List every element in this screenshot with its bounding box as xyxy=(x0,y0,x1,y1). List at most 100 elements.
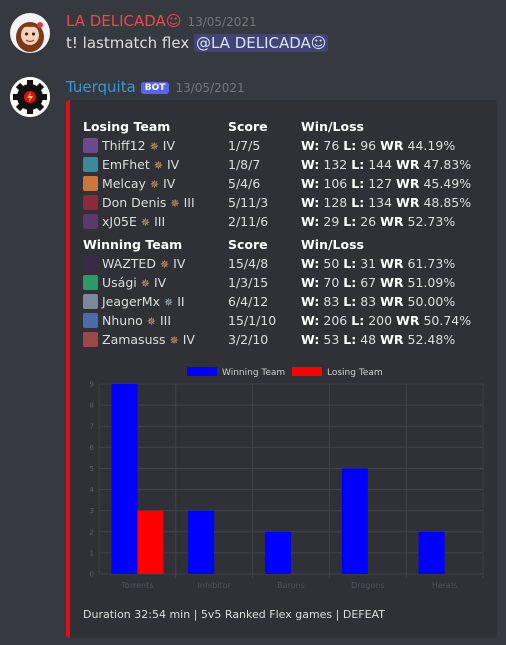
bar-winning-team[interactable] xyxy=(111,384,138,574)
losses-value: 127 xyxy=(368,176,393,191)
winrate-label: WR xyxy=(380,294,404,309)
rank-division: IV xyxy=(167,157,180,172)
champion-icon xyxy=(83,195,98,210)
losses-value: 144 xyxy=(368,157,393,172)
losses-value: 67 xyxy=(360,275,377,290)
wins-label: W: xyxy=(301,294,320,309)
x-tick-label: Barons xyxy=(277,581,305,590)
kda-score: 3/2/10 xyxy=(228,332,269,347)
wins-value: 206 xyxy=(323,313,348,328)
bar-winning-team[interactable] xyxy=(265,531,291,574)
message-header: Tuerquita BOT 13/05/2021 xyxy=(66,78,245,96)
losses-label: L: xyxy=(343,138,357,153)
winrate-value: 44.19% xyxy=(407,138,456,153)
rank-division: IV xyxy=(182,332,195,347)
champion-icon xyxy=(83,256,98,271)
win-loss-stats: W: 70 L: 67 WR 51.09% xyxy=(301,275,455,290)
legend-swatch[interactable] xyxy=(292,367,322,376)
wins-value: 53 xyxy=(323,332,340,347)
winrate-label: WR xyxy=(396,157,420,172)
losses-label: L: xyxy=(343,332,357,347)
y-tick-label: 5 xyxy=(90,465,94,473)
player-cell: Don Denis ✵ III xyxy=(83,195,195,210)
wins-label: W: xyxy=(301,332,320,347)
user-mention[interactable]: @LA DELICADA☺ xyxy=(193,34,329,52)
rank-emblem-icon: ✵ xyxy=(140,277,150,290)
winloss-header: Win/Loss xyxy=(301,237,364,252)
champion-icon xyxy=(83,275,98,290)
table-header: Losing Team Score Win/Loss xyxy=(83,117,483,136)
user-avatar[interactable] xyxy=(10,13,50,53)
losses-value: 200 xyxy=(368,313,393,328)
bot-badge: BOT xyxy=(140,82,170,94)
winrate-label: WR xyxy=(380,275,404,290)
winrate-label: WR xyxy=(380,138,404,153)
player-row: Don Denis ✵ III 5/11/3 W: 128 L: 134 WR 48.8… xyxy=(83,193,483,212)
winrate-value: 52.48% xyxy=(407,332,456,347)
legend-label[interactable]: Losing Team xyxy=(327,368,383,378)
win-loss-stats: W: 83 L: 83 WR 50.00% xyxy=(301,294,455,309)
losses-label: L: xyxy=(343,214,357,229)
bar-winning-team[interactable] xyxy=(418,531,445,574)
player-name: EmFhet xyxy=(102,157,150,172)
winrate-label: WR xyxy=(396,195,420,210)
losses-value: 31 xyxy=(360,256,377,271)
player-row: Zamasuss ✵ IV 3/2/10 W: 53 L: 48 WR 52.48% xyxy=(83,330,483,349)
losses-value: 26 xyxy=(360,214,377,229)
win-loss-stats: W: 132 L: 144 WR 47.83% xyxy=(301,157,471,172)
score-header: Score xyxy=(228,237,268,252)
win-loss-stats: W: 206 L: 200 WR 50.74% xyxy=(301,313,471,328)
rank-emblem-icon: ✵ xyxy=(146,315,156,328)
winloss-header: Win/Loss xyxy=(301,119,364,134)
legend-swatch[interactable] xyxy=(187,367,217,376)
player-cell: Thiff12 ✵ IV xyxy=(83,138,175,153)
champion-icon xyxy=(83,313,98,328)
champion-icon xyxy=(83,332,98,347)
winrate-label: WR xyxy=(396,313,420,328)
player-name: JeagerMx xyxy=(102,294,160,309)
y-tick-label: 3 xyxy=(90,507,94,515)
wins-value: 29 xyxy=(323,214,340,229)
wins-value: 83 xyxy=(323,294,340,309)
losses-label: L: xyxy=(351,313,365,328)
rank-division: IV xyxy=(173,256,186,271)
match-embed: Losing Team Score Win/Loss Thiff12 ✵ IV 1/7… xyxy=(66,100,497,638)
player-row: JeagerMx ✵ II 6/4/12 W: 83 L: 83 WR 50.00% xyxy=(83,292,483,311)
bar-winning-team[interactable] xyxy=(341,468,368,574)
rank-emblem-icon: ✵ xyxy=(149,178,160,191)
losses-value: 134 xyxy=(368,195,393,210)
winrate-value: 50.74% xyxy=(423,313,472,328)
rank-emblem-icon: ✵ xyxy=(163,296,174,309)
champion-icon xyxy=(83,157,98,172)
champion-icon xyxy=(83,214,98,229)
y-tick-label: 4 xyxy=(90,486,95,494)
wins-value: 132 xyxy=(323,157,348,172)
bar-winning-team[interactable] xyxy=(188,510,215,574)
winrate-value: 52.73% xyxy=(407,214,456,229)
kda-score: 5/4/6 xyxy=(228,176,261,191)
losses-label: L: xyxy=(343,275,357,290)
bot-username[interactable]: Tuerquita xyxy=(66,78,136,96)
x-tick-label: Herals xyxy=(432,581,458,590)
wins-label: W: xyxy=(301,214,320,229)
bot-avatar[interactable] xyxy=(10,77,50,117)
rank-division: III xyxy=(183,195,195,210)
player-row: Melcay ✵ IV 5/4/6 W: 106 L: 127 WR 45.49% xyxy=(83,174,483,193)
losses-label: L: xyxy=(351,157,365,172)
kda-score: 6/4/12 xyxy=(228,294,269,309)
legend-label[interactable]: Winning Team xyxy=(222,368,285,378)
win-loss-stats: W: 76 L: 96 WR 44.19% xyxy=(301,138,455,153)
timestamp: 13/05/2021 xyxy=(187,15,257,29)
wins-value: 70 xyxy=(323,275,340,290)
player-name: Zamasuss xyxy=(102,332,166,347)
rank-emblem-icon: ✵ xyxy=(153,159,163,172)
team-header: Winning Team xyxy=(83,237,183,252)
rank-emblem-icon: ✵ xyxy=(169,334,179,347)
player-cell: Melcay ✵ IV xyxy=(83,176,175,191)
bar-losing-team[interactable] xyxy=(137,510,164,574)
username[interactable]: LA DELICADA☺ xyxy=(66,12,182,30)
message-content: t! lastmatch flex @LA DELICADA☺ xyxy=(66,34,329,52)
win-loss-stats: W: 53 L: 48 WR 52.48% xyxy=(301,332,455,347)
x-tick-label: Inhibitor xyxy=(198,581,232,590)
kda-score: 1/8/7 xyxy=(228,157,261,172)
